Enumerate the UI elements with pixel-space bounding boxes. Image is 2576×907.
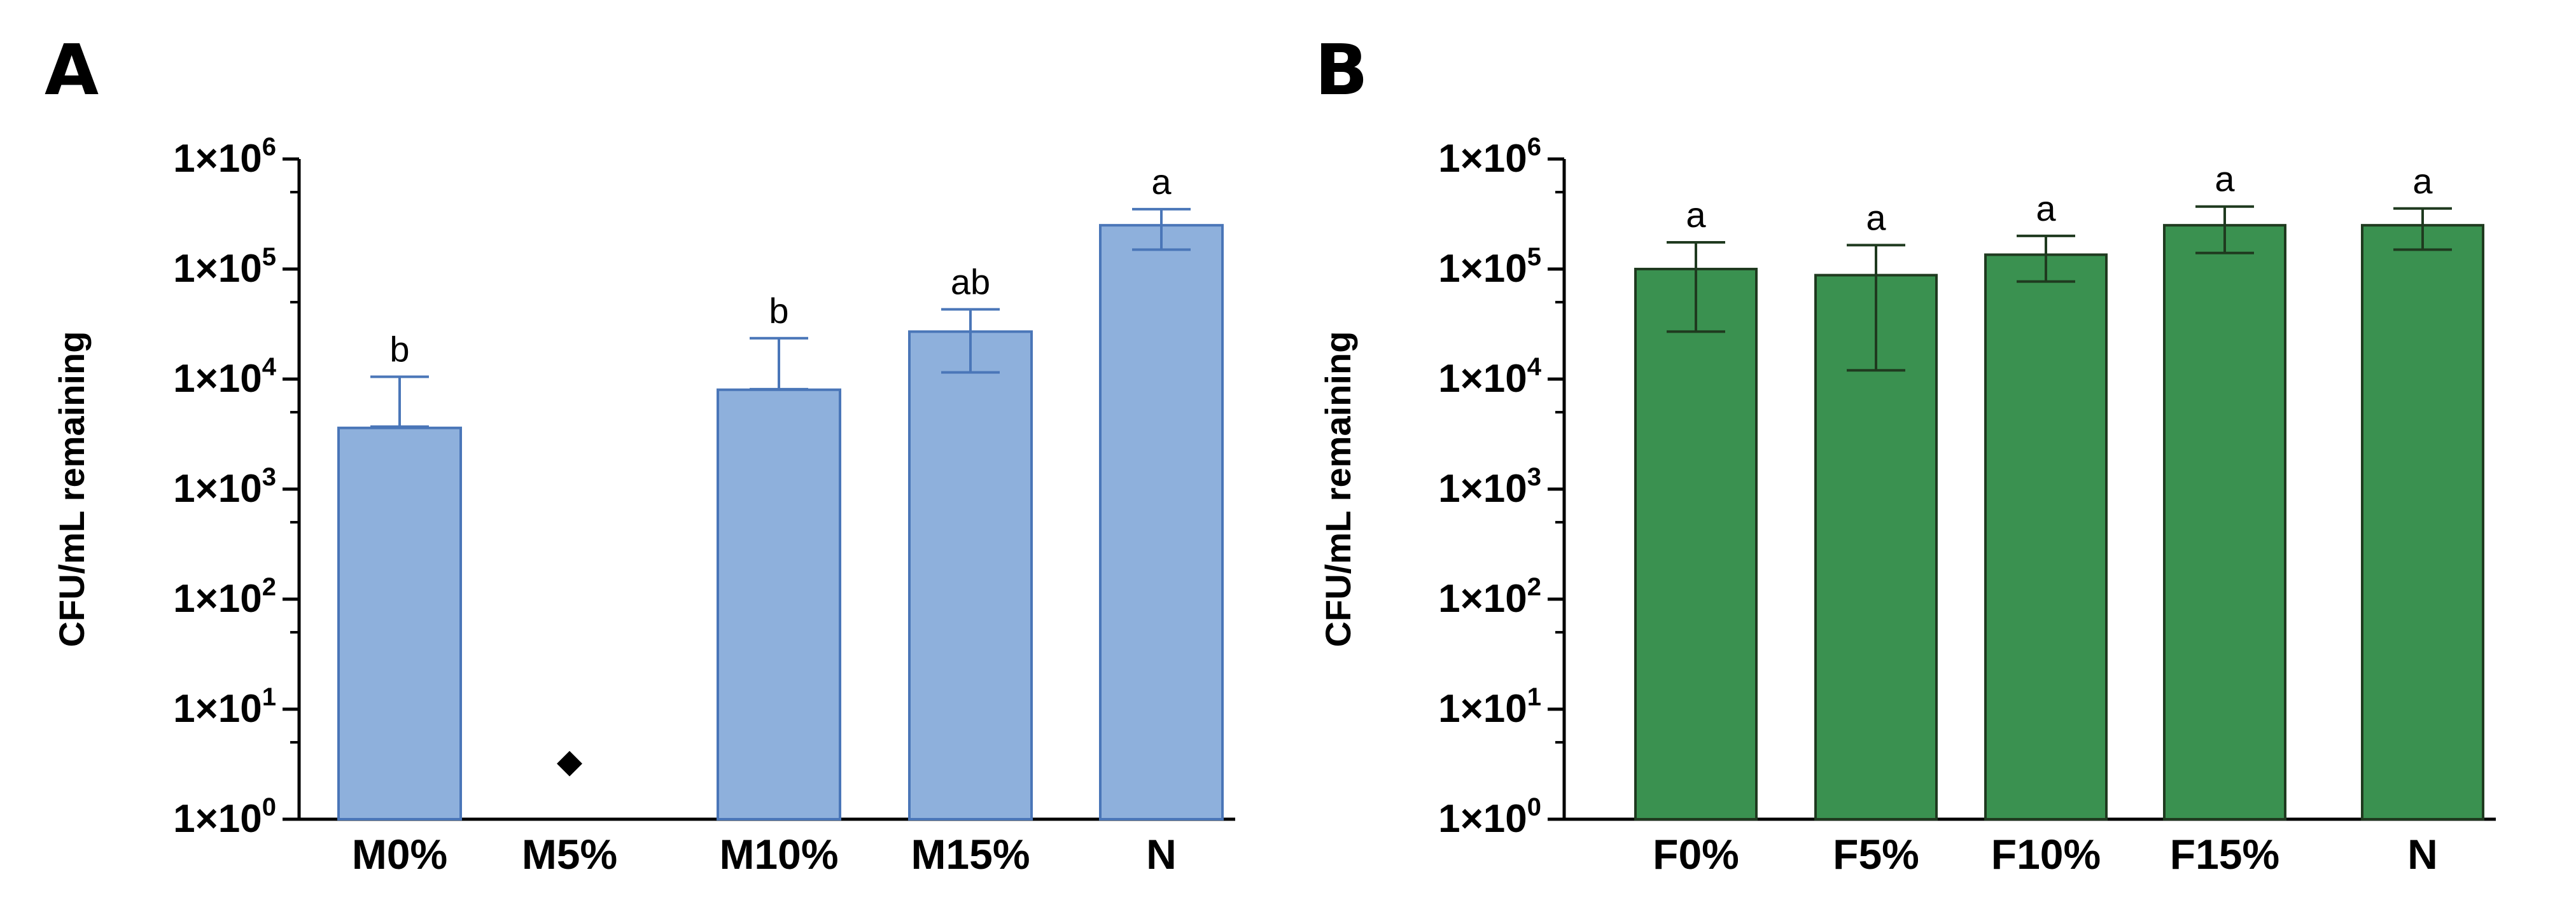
y-tick-label: 1×105 bbox=[1438, 243, 1541, 291]
y-tick-label: 1×102 bbox=[173, 573, 276, 621]
bar-M10% bbox=[717, 388, 841, 820]
significance-label: a bbox=[2036, 188, 2056, 228]
significance-label: a bbox=[2215, 159, 2235, 199]
x-category-label: N bbox=[2407, 831, 2438, 878]
x-category-label: M10% bbox=[719, 831, 838, 878]
x-category-label: F5% bbox=[1833, 831, 1919, 878]
panel-a: A 1×100 1×101 1×102 1×103 1×104 1×105 1×106 CFU/… bbox=[45, 29, 1235, 878]
y-tick-label: 1×100 bbox=[1438, 793, 1541, 841]
panel-letter: A bbox=[45, 29, 99, 111]
significance-label: a bbox=[2412, 161, 2433, 201]
bar-M0% bbox=[337, 426, 462, 820]
bar-N bbox=[1099, 224, 1224, 820]
bar-N bbox=[2361, 224, 2484, 820]
diamond-marker bbox=[557, 751, 582, 777]
significance-label: b bbox=[769, 291, 788, 331]
x-category-label: M15% bbox=[911, 831, 1030, 878]
y-tick-label: 1×103 bbox=[173, 463, 276, 511]
y-tick-label: 1×106 bbox=[173, 133, 276, 181]
significance-label: a bbox=[1151, 162, 1172, 202]
panel-letter: B bbox=[1315, 29, 1368, 111]
significance-label: ab bbox=[951, 261, 990, 301]
bar-F10% bbox=[1984, 253, 2108, 820]
y-tick-label: 1×104 bbox=[173, 353, 277, 401]
y-tick-label: 1×105 bbox=[173, 243, 276, 291]
y-tick-label: 1×101 bbox=[1438, 683, 1541, 731]
significance-label: a bbox=[1866, 197, 1886, 237]
x-category-label: F0% bbox=[1653, 831, 1739, 878]
x-category-label: N bbox=[1146, 831, 1177, 878]
bar-F15% bbox=[2163, 224, 2286, 820]
bar-M15% bbox=[908, 330, 1033, 820]
y-tick-label: 1×100 bbox=[173, 793, 276, 841]
bar-F0% bbox=[1634, 268, 1758, 820]
y-tick-label: 1×103 bbox=[1438, 463, 1541, 511]
y-axis-title: CFU/mL remaining bbox=[1318, 331, 1358, 647]
x-category-label: F15% bbox=[2170, 831, 2279, 878]
x-category-label: F10% bbox=[1991, 831, 2101, 878]
x-category-label: M5% bbox=[522, 831, 617, 878]
significance-label: a bbox=[1686, 195, 1706, 235]
y-tick-label: 1×101 bbox=[173, 683, 276, 731]
significance-label: b bbox=[389, 329, 409, 369]
x-category-label: M0% bbox=[352, 831, 447, 878]
panel-b: B 1×100 1×101 1×102 1×103 1×104 1×105 1×106 CFU/… bbox=[1315, 29, 2496, 878]
y-axis-title: CFU/mL remaining bbox=[52, 331, 92, 647]
y-tick-label: 1×102 bbox=[1438, 573, 1541, 621]
y-tick-label: 1×104 bbox=[1438, 353, 1542, 401]
y-tick-label: 1×106 bbox=[1438, 133, 1541, 181]
